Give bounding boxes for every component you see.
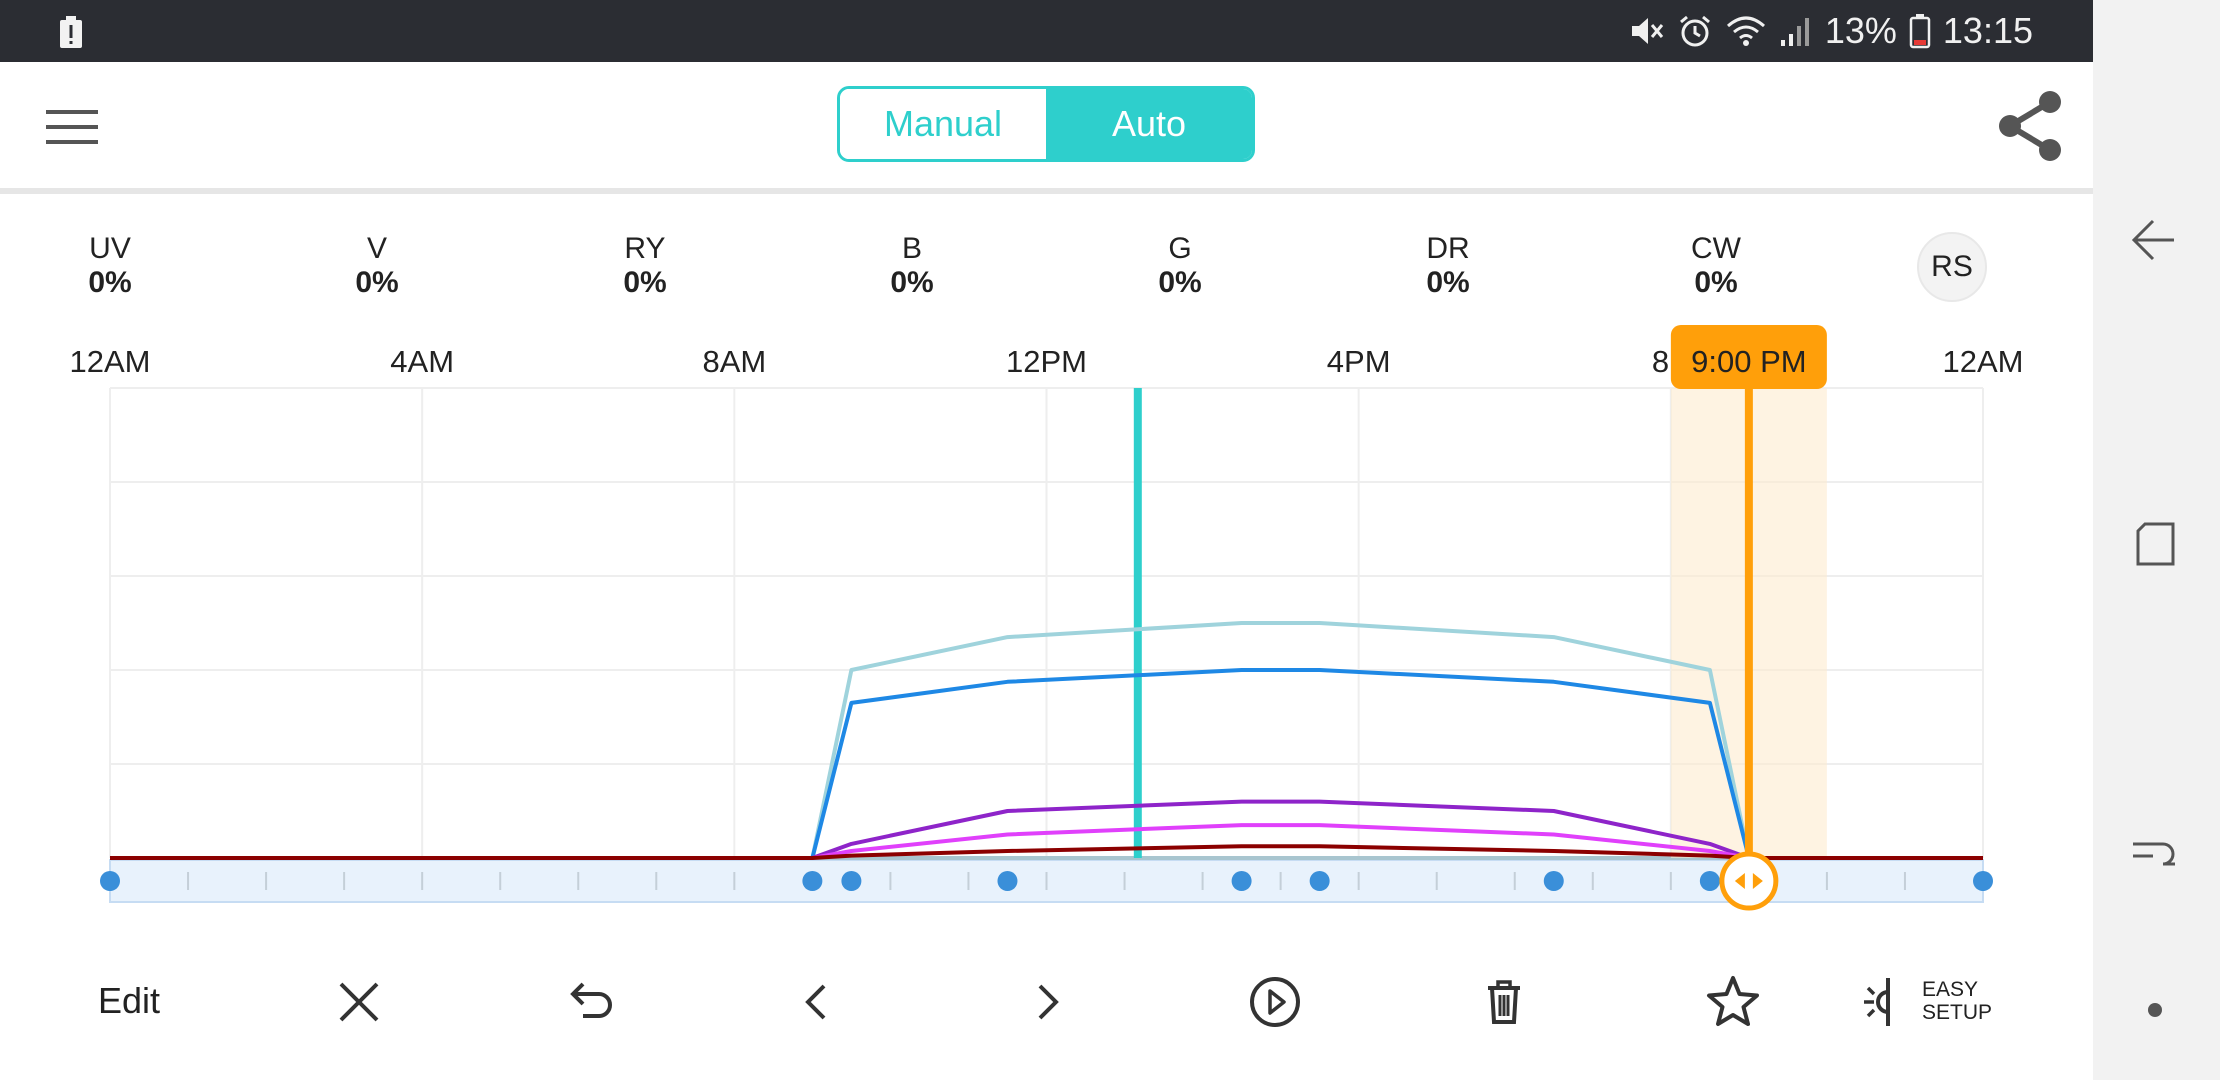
channel-ry: RY 0%	[585, 232, 705, 300]
menu-icon[interactable]	[46, 108, 98, 146]
time-axis-label: 12PM	[1006, 344, 1087, 379]
channel-series-line	[110, 799, 1983, 860]
edit-button[interactable]: Edit	[98, 980, 161, 1021]
close-icon[interactable]	[329, 972, 389, 1032]
undo-icon[interactable]	[559, 972, 619, 1032]
drag-arrow-right	[1752, 873, 1763, 889]
control-point[interactable]	[997, 871, 1018, 891]
channel-series-line	[110, 844, 1983, 860]
timeline-ticks	[187, 872, 1906, 890]
mode-toggle: Manual Auto	[837, 86, 1255, 162]
easy-setup-label-line2: SETUP	[1922, 1001, 1993, 1024]
channel-value: 0%	[355, 266, 399, 299]
time-axis-label: 4PM	[1327, 344, 1391, 379]
channel-value: 0%	[88, 266, 132, 299]
channel-series-line	[110, 668, 1983, 860]
channel-value: 0%	[1158, 266, 1202, 299]
channel-series-line	[110, 823, 1983, 860]
selected-time-drag-handle[interactable]	[1719, 851, 1779, 911]
channel-g: G 0%	[1120, 232, 1240, 300]
easy-setup-button[interactable]: EASY SETUP	[1862, 974, 1992, 1030]
channel-name: V	[366, 232, 387, 265]
channel-name: G	[1168, 232, 1192, 265]
auto-mode-button[interactable]: Auto	[1046, 89, 1252, 159]
home-icon[interactable]	[2129, 826, 2179, 876]
chevron-right-icon[interactable]	[1016, 972, 1076, 1032]
easy-setup-icon	[1864, 978, 1890, 1026]
manual-mode-button[interactable]: Manual	[840, 89, 1046, 159]
rs-button[interactable]: RS	[1917, 232, 1987, 302]
control-point[interactable]	[1543, 871, 1564, 891]
play-circle-icon[interactable]	[1245, 972, 1305, 1032]
battery-icon	[1909, 14, 1931, 49]
app-bar: Manual Auto	[0, 62, 2093, 194]
selected-time-label: 9:00 PM	[1691, 344, 1806, 379]
signal-icon	[1780, 18, 1809, 46]
share-icon[interactable]	[1996, 90, 2064, 162]
system-nav-bar	[2093, 0, 2220, 1080]
chevron-left-icon[interactable]	[788, 972, 848, 1032]
time-axis-label: 12AM	[1943, 344, 2024, 379]
battery-alert-icon	[60, 16, 82, 48]
channel-dr: DR 0%	[1388, 232, 1508, 300]
channel-name: DR	[1426, 232, 1470, 265]
status-bar: 13% 13:15	[0, 0, 2093, 62]
channel-series-line	[110, 621, 1983, 860]
control-point[interactable]	[841, 871, 862, 891]
status-icons: 13% 13:15	[1629, 8, 2033, 54]
back-icon[interactable]	[2129, 215, 2179, 265]
channel-name: UV	[89, 232, 131, 265]
control-point[interactable]	[1973, 871, 1993, 891]
control-point[interactable]	[1231, 871, 1252, 891]
trash-icon[interactable]	[1474, 972, 1534, 1032]
selected-time-tag[interactable]	[1670, 325, 1827, 389]
star-icon[interactable]	[1703, 972, 1763, 1032]
dot-icon[interactable]	[2145, 1000, 2165, 1020]
channel-cw: CW 0%	[1656, 232, 1776, 300]
channel-v: V 0%	[317, 232, 437, 300]
channel-name: RY	[624, 232, 666, 265]
channel-value: 0%	[623, 266, 667, 299]
control-point[interactable]	[802, 871, 823, 891]
channel-readouts: UV 0% V 0% RY 0% B 0% G 0% DR 0% CW 0%	[0, 232, 2093, 312]
easy-setup-label-line1: EASY	[1922, 978, 1979, 1001]
control-point[interactable]	[1309, 871, 1330, 891]
channel-name: CW	[1691, 232, 1741, 265]
channel-b: B 0%	[852, 232, 972, 300]
wifi-icon	[1726, 16, 1765, 46]
time-axis-label: 12AM	[70, 344, 151, 379]
drag-handle-ring	[1719, 851, 1779, 911]
control-point[interactable]	[1699, 871, 1720, 891]
light-schedule-chart[interactable]: 12AM 4AM 8AM 12PM 4PM 8P 12AM 9:00 PM	[0, 320, 2093, 920]
channel-value: 0%	[890, 266, 934, 299]
channel-uv: UV 0%	[50, 232, 170, 300]
recents-icon[interactable]	[2129, 518, 2179, 568]
clock-time: 13:15	[1942, 10, 2033, 51]
alarm-icon	[1679, 15, 1710, 47]
bottom-toolbar: Edit EASY SETUP	[0, 960, 2093, 1040]
channel-value: 0%	[1694, 266, 1738, 299]
drag-arrow-left	[1734, 873, 1745, 889]
control-point[interactable]	[100, 871, 120, 891]
mute-icon	[1631, 18, 1663, 44]
easy-setup-label: EASY SETUP	[1922, 978, 1992, 1024]
time-axis-label: 4AM	[390, 344, 454, 379]
battery-percent: 13%	[1824, 10, 1897, 51]
time-axis-label: 8AM	[702, 344, 766, 379]
channel-value: 0%	[1426, 266, 1470, 299]
channel-name: B	[901, 232, 922, 265]
channel-series	[110, 621, 1983, 860]
chart-grid	[109, 387, 1984, 859]
